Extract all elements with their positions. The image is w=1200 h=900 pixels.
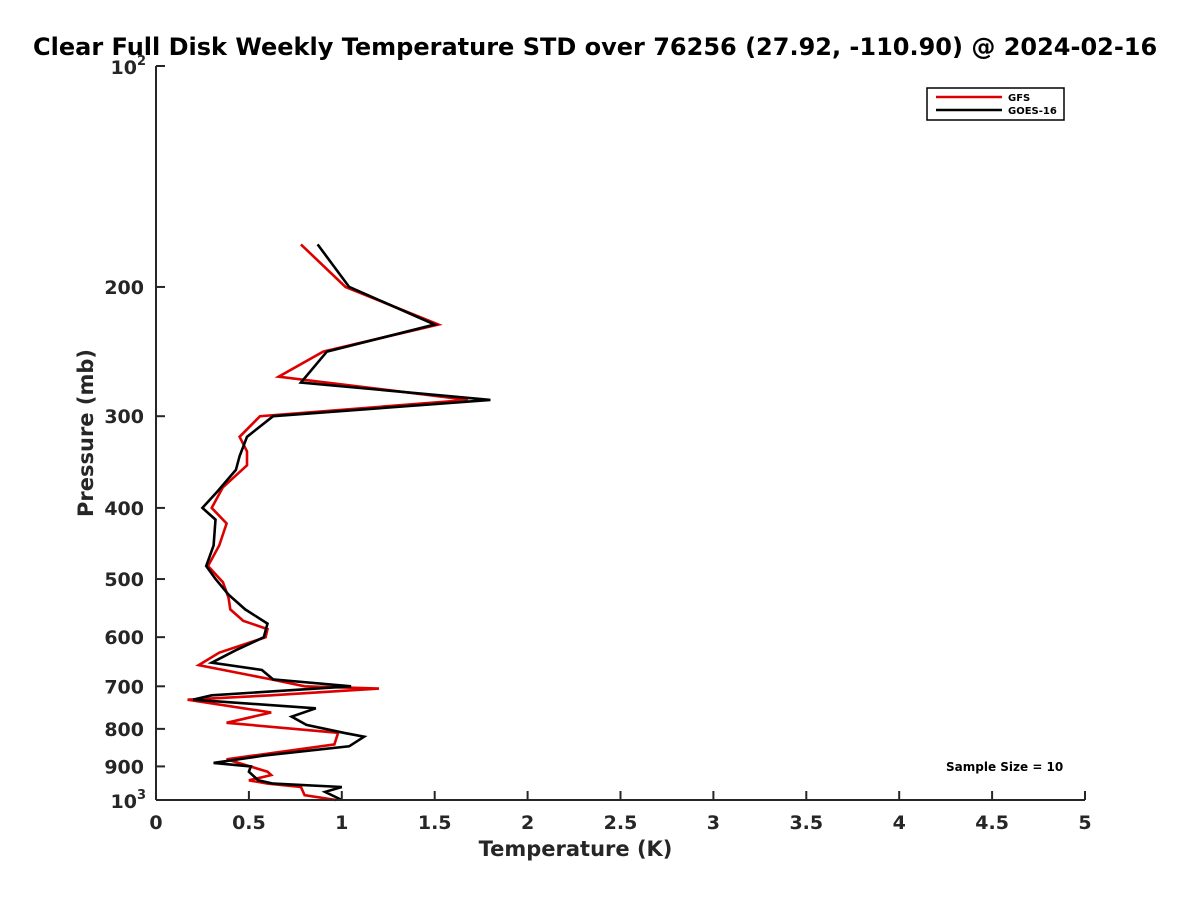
sample-size-annotation: Sample Size = 10 <box>946 760 1063 774</box>
y-tick-label: 300 <box>104 406 144 428</box>
series-layer <box>187 243 491 802</box>
y-tick-label: 900 <box>104 756 144 778</box>
y-tick-label: 800 <box>104 719 144 741</box>
y-tick-exponent: 2 <box>137 54 146 69</box>
x-tick-label: 2.5 <box>604 812 638 834</box>
legend: GFS GOES-16 <box>926 87 1065 121</box>
y-tick-base: 10 <box>111 791 137 813</box>
y-tick-base: 10 <box>111 57 137 79</box>
y-axis-label: Pressure (mb) <box>74 349 98 517</box>
axes-layer: 0 0.5 1 1.5 2 2.5 3 3.5 4 4.5 5 102200300400500600… <box>104 54 1091 834</box>
x-tick-label: 0.5 <box>232 812 266 834</box>
x-tick-label: 3.5 <box>789 812 823 834</box>
y-tick-exponent: 3 <box>137 788 146 803</box>
y-tick-label: 200 <box>104 277 144 299</box>
x-tick-label: 1 <box>335 812 348 834</box>
y-tick-label: 500 <box>104 569 144 591</box>
series-line-goes-16 <box>192 243 491 802</box>
x-tick-label: 3 <box>707 812 720 834</box>
x-tick-label: 4 <box>893 812 906 834</box>
legend-box <box>926 87 1065 121</box>
legend-label: GOES-16 <box>1008 106 1057 117</box>
x-tick-label: 4.5 <box>975 812 1009 834</box>
x-axis-ticks: 0 0.5 1 1.5 2 2.5 3 3.5 4 4.5 5 <box>149 791 1092 834</box>
x-axis-label: Temperature (K) <box>479 837 673 861</box>
x-tick-label: 0 <box>149 812 162 834</box>
y-tick-label: 102 <box>111 54 147 79</box>
y-tick-label: 400 <box>104 498 144 520</box>
x-tick-label: 1.5 <box>418 812 452 834</box>
y-tick-label: 103 <box>111 788 147 813</box>
chart-title: Clear Full Disk Weekly Temperature STD o… <box>33 33 1157 61</box>
x-tick-label: 2 <box>521 812 534 834</box>
y-tick-label: 600 <box>104 627 144 649</box>
x-tick-label: 5 <box>1078 812 1091 834</box>
legend-label: GFS <box>1008 93 1030 104</box>
y-tick-label: 700 <box>104 676 144 698</box>
